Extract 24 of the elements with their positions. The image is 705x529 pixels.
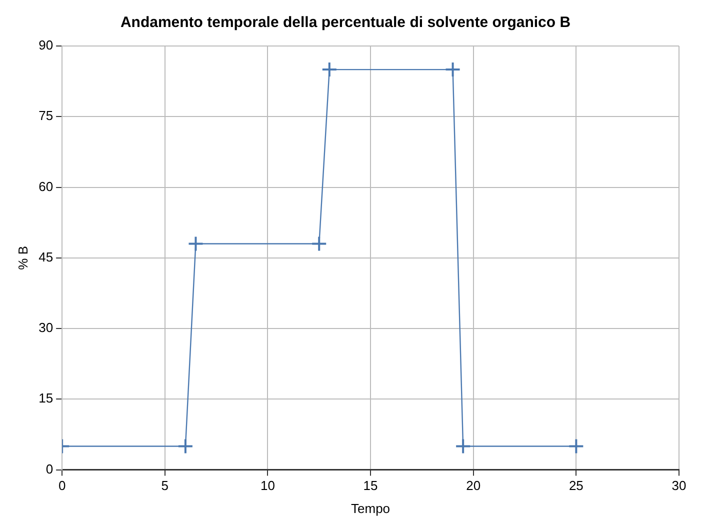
x-axis-title: Tempo [351,500,390,516]
y-tick-label: 60 [38,178,54,194]
point [188,236,204,252]
y-tick-label: 0 [46,461,54,476]
point [444,62,461,78]
point [177,438,194,454]
y-tick-label: 30 [38,320,54,336]
x-tick-label: 15 [363,478,378,494]
y-tick-label: 45 [38,249,54,264]
x-tick-label: 5 [161,478,168,494]
x-tick-label: 30 [672,478,686,494]
x-tick-label: 0 [58,478,66,494]
y-tick-label: 75 [38,108,54,124]
chart-title: Andamento temporale della percentuale di solvente organico B [120,14,571,32]
point [568,438,584,454]
x-tick-label: 10 [260,478,275,494]
point [321,62,338,78]
y-tick-label: 15 [38,390,54,406]
point [311,236,328,252]
y-axis-title: % B [15,246,30,270]
x-tick-label: 25 [568,478,584,494]
point [455,438,472,454]
y-tick-label: 90 [38,38,54,53]
x-tick-label: 20 [466,478,481,494]
